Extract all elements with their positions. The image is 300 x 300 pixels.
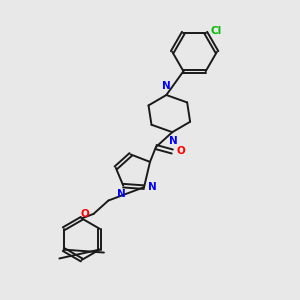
Text: N: N [169, 136, 178, 146]
Text: O: O [176, 146, 185, 157]
Text: O: O [80, 209, 89, 219]
Text: N: N [162, 81, 171, 91]
Text: N: N [117, 189, 126, 199]
Text: N: N [148, 182, 156, 192]
Text: Cl: Cl [210, 26, 221, 36]
